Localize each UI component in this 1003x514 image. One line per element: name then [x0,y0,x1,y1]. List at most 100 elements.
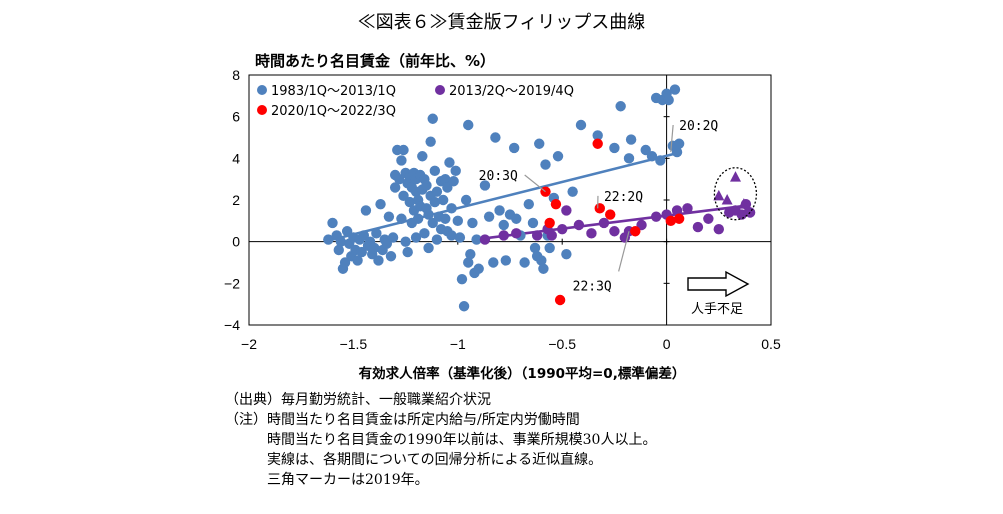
series-2-point [703,213,714,224]
series-1-point [373,255,384,266]
note-3: 実線は、各期間についての回帰分析による近似直線。 [225,452,603,468]
note-2: 時間当たり名目賃金の1990年以前は、事業所規模30人以上。 [225,432,657,448]
legend-marker-2 [435,85,445,95]
series-1-point [427,113,438,124]
x-axis-label: 有効求人倍率（基準化後）（1990平均=0,標準偏差） [358,366,686,382]
series-1-point [467,217,478,229]
series-1-point [463,119,474,131]
series-1-point [479,180,491,191]
chart-marks [323,84,758,312]
series-1-point [440,213,451,224]
legend-marker-1 [257,85,267,95]
series-2-point [598,217,610,229]
series-2-point [561,205,572,216]
series-1-point [488,257,499,268]
series-1-point [333,244,344,256]
x-tick-label: −2 [241,336,257,352]
series-1-point [410,232,422,243]
series-1-point [360,205,372,216]
series-1-point [500,255,512,266]
series-1-point [575,119,587,131]
series-2-point [557,223,568,235]
note-4: 三角マーカーは2019年。 [225,472,429,488]
series-1-point [375,198,386,210]
legend-label-2: 2013/2Q～2019/4Q [449,84,574,99]
series-1-point [465,248,476,260]
series-1-point [519,257,530,268]
series-1-point [483,211,495,222]
series-1-point [440,173,451,185]
series-1-point [534,138,545,149]
series-1-point [494,205,505,216]
annotation-label: 22:3Q [573,279,612,294]
series-1-point [385,251,397,262]
legend-label-1: 1983/1Q～2013/1Q [271,84,396,99]
series-1-point [671,146,683,158]
series-1-point [400,236,411,247]
y-tick-label: 4 [232,150,240,166]
series-3-point [605,209,616,220]
x-tick-label: −1.5 [340,336,368,352]
series-1-point [423,242,434,254]
series-1-point [425,136,436,147]
shortage-label: 人手不足 [691,302,743,317]
y-tick-label: −2 [224,275,240,291]
legend-marker-3 [257,105,267,115]
legend: 1983/1Q～2013/1Q 2013/2Q～2019/4Q 2020/1Q～20… [257,84,574,119]
series-1-point [473,263,484,274]
series-2-point [671,205,683,216]
series-2-triangle [721,194,733,205]
y-tick-label: 0 [232,234,240,250]
series-1-point [398,144,409,156]
series-1-point [490,132,501,143]
series-1-point [446,230,457,241]
annotation-leader [618,231,630,272]
series-1-point [437,194,449,206]
annotation-label: 20:2Q [679,119,718,134]
series-1-point [452,215,463,227]
series-1-point [454,232,466,243]
series-2-point [713,223,724,235]
series-1-point [463,257,474,268]
series-2-triangle [742,202,754,213]
trend-line-1 [328,150,682,242]
series-1-point [429,196,441,208]
notes: （出典）毎月勤労統計、一般職業紹介状況 （注）時間当たり名目賃金は所定内給与/所… [225,390,656,490]
series-1-point [511,213,522,224]
series-1-point [327,217,338,229]
series-1-point [527,217,539,229]
series-1-point [460,194,472,206]
series-1-point [625,134,637,145]
series-1-point [623,153,635,164]
series-1-point [431,186,443,197]
series-1-point [389,182,401,193]
note-source: （出典）毎月勤労統計、一般職業紹介状況 [225,392,491,408]
series-3-point [673,213,685,224]
series-2-point [531,230,543,241]
series-2-point [650,211,662,222]
series-2-triangle [730,171,742,182]
series-1-point [609,142,620,154]
x-tick-label: −1 [450,336,466,352]
series-1-point [529,242,541,254]
series-1-point [508,142,520,154]
chart-title: ≪図表６≫賃金版フィリップス曲線 [357,12,646,33]
series-1-point [523,198,534,210]
annotation-label: 20:3Q [479,169,518,184]
series-2-point [511,228,522,239]
series-3-point [630,226,641,237]
series-1-point [552,151,564,162]
series-2-point [692,221,704,233]
series-2-point [586,228,597,239]
series-1-point [383,211,395,222]
series-1-point [369,242,380,254]
shortage-arrow [687,270,750,298]
series-2-point [498,230,509,241]
series-1-point [446,203,457,214]
series-1-point [544,242,555,254]
x-tick-label: 0 [663,336,671,352]
series-1-point [458,301,470,312]
series-1-point [471,234,482,245]
